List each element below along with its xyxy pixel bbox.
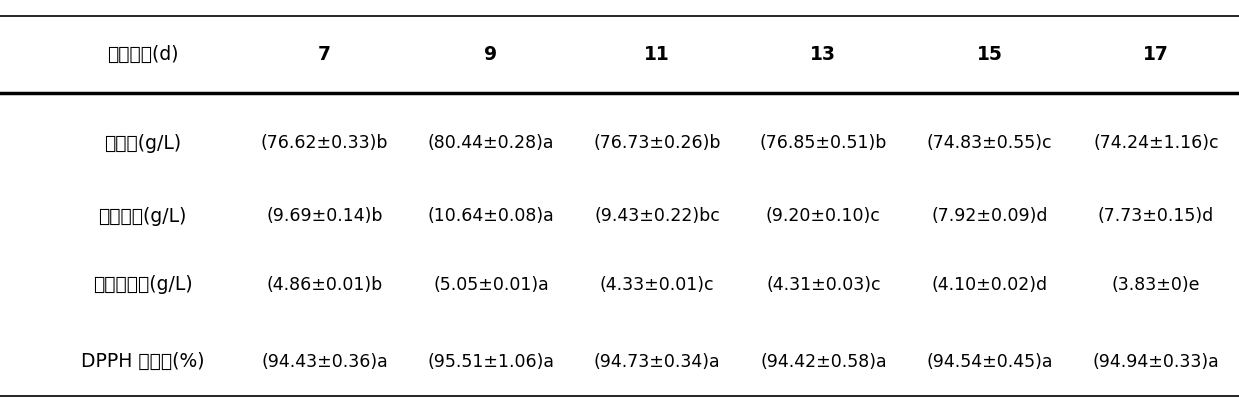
Text: (3.83±0)e: (3.83±0)e [1111, 276, 1201, 294]
Text: (9.69±0.14)b: (9.69±0.14)b [266, 207, 383, 225]
Text: (7.73±0.15)d: (7.73±0.15)d [1098, 207, 1214, 225]
Text: 13: 13 [810, 45, 836, 64]
Text: (94.73±0.34)a: (94.73±0.34)a [593, 353, 721, 370]
Text: (94.42±0.58)a: (94.42±0.58)a [760, 353, 887, 370]
Text: (80.44±0.28)a: (80.44±0.28)a [427, 135, 554, 152]
Text: (9.43±0.22)bc: (9.43±0.22)bc [595, 207, 720, 225]
Text: (94.54±0.45)a: (94.54±0.45)a [927, 353, 1053, 370]
Text: (4.33±0.01)c: (4.33±0.01)c [600, 276, 715, 294]
Text: (4.31±0.03)c: (4.31±0.03)c [766, 276, 881, 294]
Text: 静置时间(d): 静置时间(d) [107, 45, 178, 64]
Text: (94.43±0.36)a: (94.43±0.36)a [261, 353, 388, 370]
Text: (74.83±0.55)c: (74.83±0.55)c [927, 135, 1052, 152]
Text: DPPH 清除率(%): DPPH 清除率(%) [81, 352, 204, 371]
Text: (76.62±0.33)b: (76.62±0.33)b [261, 135, 389, 152]
Text: (76.73±0.26)b: (76.73±0.26)b [593, 135, 721, 152]
Text: (94.94±0.33)a: (94.94±0.33)a [1093, 353, 1219, 370]
Text: (7.92±0.09)d: (7.92±0.09)d [932, 207, 1048, 225]
Text: (95.51±1.06)a: (95.51±1.06)a [427, 353, 555, 370]
Text: 11: 11 [644, 45, 670, 64]
Text: (74.24±1.16)c: (74.24±1.16)c [1093, 135, 1219, 152]
Text: (9.20±0.10)c: (9.20±0.10)c [766, 207, 881, 225]
Text: (76.85±0.51)b: (76.85±0.51)b [760, 135, 887, 152]
Text: 17: 17 [1142, 45, 1168, 64]
Text: 7: 7 [318, 45, 331, 64]
Text: (4.86±0.01)b: (4.86±0.01)b [266, 276, 383, 294]
Text: (10.64±0.08)a: (10.64±0.08)a [427, 207, 554, 225]
Text: (5.05±0.01)a: (5.05±0.01)a [434, 276, 549, 294]
Text: 虫草酸产量(g/L): 虫草酸产量(g/L) [93, 275, 192, 295]
Text: (4.10±0.02)d: (4.10±0.02)d [932, 276, 1048, 294]
Text: 多糖产量(g/L): 多糖产量(g/L) [98, 206, 187, 226]
Text: 生物量(g/L): 生物量(g/L) [104, 134, 181, 153]
Text: 9: 9 [484, 45, 498, 64]
Text: 15: 15 [976, 45, 1002, 64]
